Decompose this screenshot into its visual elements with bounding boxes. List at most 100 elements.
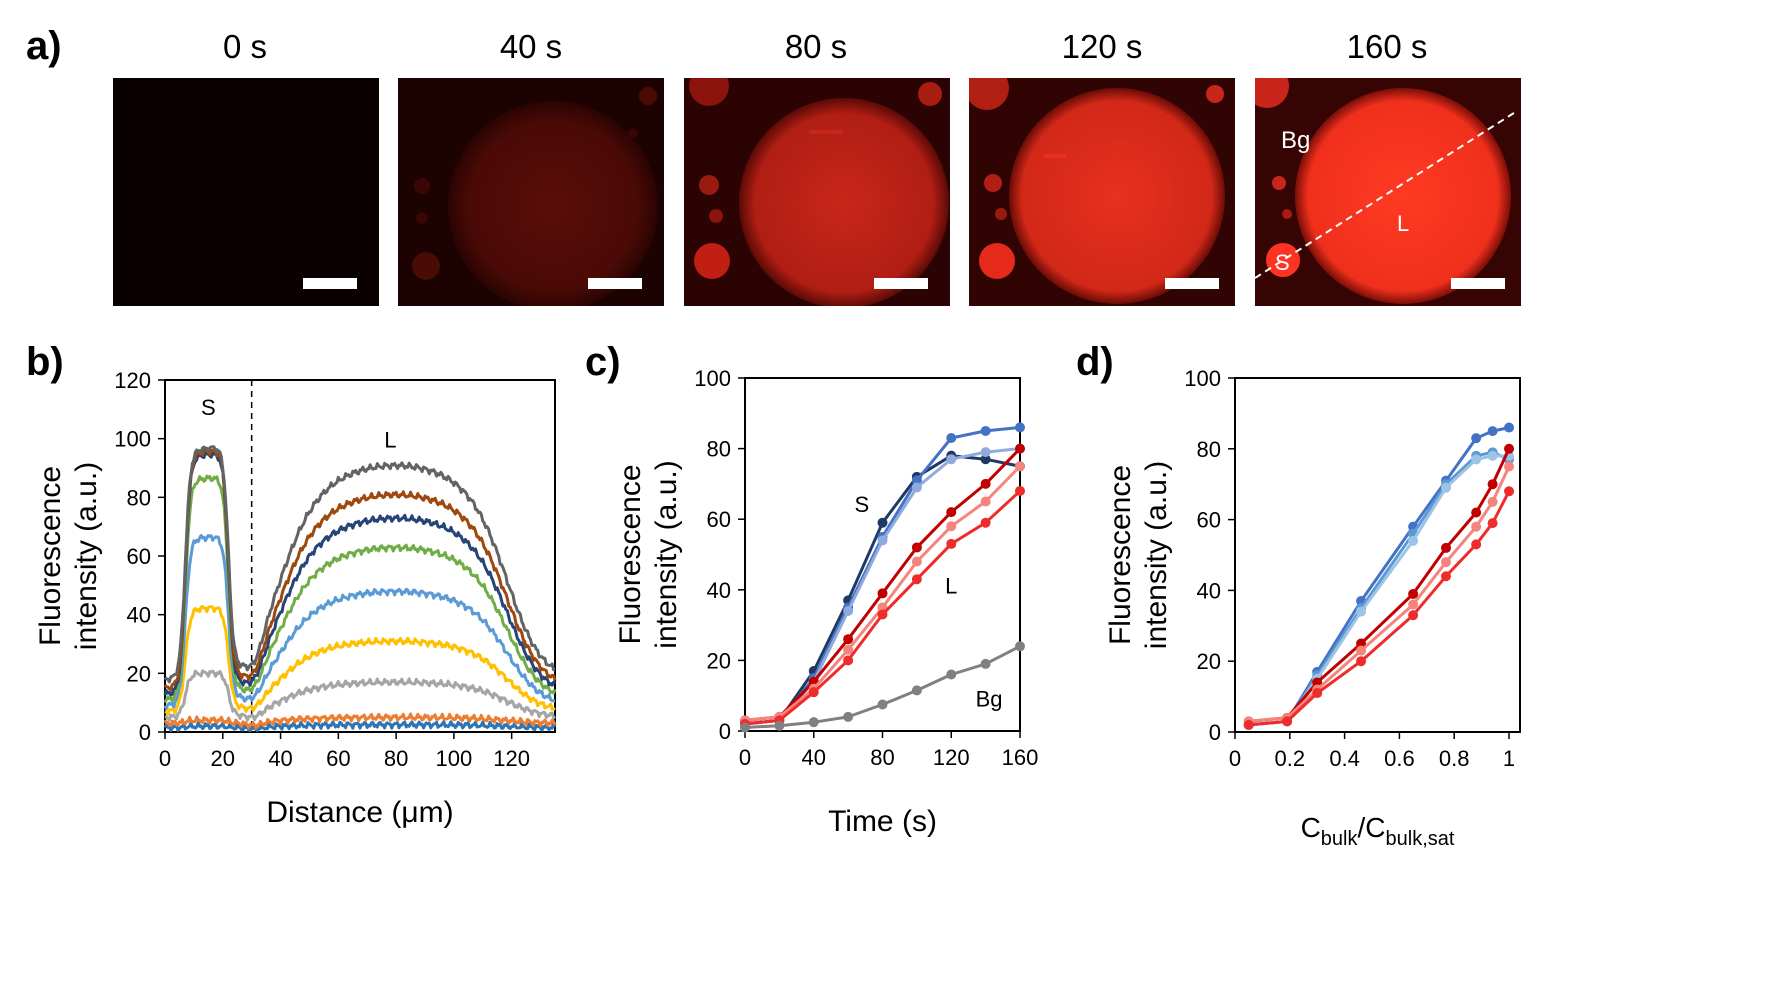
scale-bar (1451, 278, 1505, 289)
data-point (1504, 422, 1515, 433)
data-point (877, 609, 888, 620)
data-point (1441, 482, 1452, 493)
y-tick-label: 20 (707, 648, 731, 673)
x-tick-label: 160 (1002, 745, 1039, 770)
micrograph-160s: Bg S L (1255, 78, 1521, 306)
concentration-series (1248, 426, 1510, 727)
frame-time-label: 0 s (222, 28, 268, 65)
y-tick-label: 80 (707, 437, 731, 462)
data-point (877, 517, 888, 528)
concentration-series (1248, 454, 1509, 727)
data-point (1015, 461, 1025, 472)
micrograph-0s-image (113, 78, 379, 306)
y-axis-label: intensity (a.u.) (1140, 461, 1173, 649)
y-axis-label: Fluorescence (1104, 465, 1137, 645)
data-point (740, 722, 750, 733)
data-point (843, 711, 854, 722)
data-point (980, 496, 991, 507)
region-label: S (201, 395, 216, 420)
data-point (1282, 716, 1293, 727)
data-point (980, 454, 991, 465)
y-tick-label: 40 (707, 578, 731, 603)
y-tick-label: 80 (1197, 437, 1221, 462)
time-series (744, 425, 1021, 726)
micrograph-160s-image: Bg S L (1255, 78, 1521, 306)
x-tick-label: 40 (268, 746, 292, 771)
data-point (808, 717, 819, 728)
panel-b-letter: b) (26, 340, 64, 384)
data-point (1312, 688, 1323, 699)
y-tick-label: 100 (1184, 366, 1221, 391)
micrograph-80s-image (684, 78, 950, 306)
x-axis-label: Cbulk/Cbulk,sat (1301, 812, 1455, 850)
time-chart: 0 20 40 60 80 100 0 40 80 120 160 Fluorescence inten… (614, 366, 1039, 838)
x-tick-label: 0.6 (1384, 746, 1415, 771)
y-tick-label: 60 (127, 544, 151, 569)
y-tick-label: 40 (1197, 578, 1221, 603)
data-point (843, 644, 854, 655)
panel-a-letter: a) (26, 24, 62, 68)
micrograph-0s (113, 78, 379, 306)
micrograph-80s (684, 78, 950, 306)
data-point (1441, 571, 1452, 582)
data-point (1504, 461, 1515, 472)
y-tick-label: 20 (127, 661, 151, 686)
frame-time-label: 120 s (1061, 28, 1143, 65)
profile-series (164, 605, 556, 716)
y-tick-label: 120 (114, 368, 151, 393)
data-point (1015, 485, 1025, 496)
data-point (774, 720, 785, 731)
data-point (911, 574, 922, 585)
y-tick-label: 60 (707, 507, 731, 532)
scale-bar (588, 278, 642, 289)
x-tick-label: 0 (159, 746, 171, 771)
data-point (1408, 610, 1419, 621)
data-point (980, 517, 991, 528)
x-axis-label: Time (s) (828, 805, 937, 838)
x-tick-label: 20 (211, 746, 235, 771)
data-point (1504, 486, 1515, 497)
y-tick-label: 0 (1209, 720, 1221, 745)
frame-time-label: 80 s (784, 28, 848, 65)
data-point (808, 687, 819, 698)
x-tick-label: 0.2 (1275, 746, 1306, 771)
plot-frame (1234, 377, 1521, 733)
region-label: L (384, 427, 396, 452)
concentration-series (1248, 490, 1511, 727)
y-tick-label: 0 (139, 720, 151, 745)
series-label: S (855, 492, 870, 517)
panel-c-letter: c) (585, 340, 621, 384)
profile-series (163, 712, 557, 730)
data-point (843, 655, 854, 666)
data-point (1356, 638, 1367, 649)
x-axis-label-part: C (1301, 812, 1321, 843)
micrograph-40s-image (398, 78, 664, 306)
data-point (911, 556, 922, 567)
data-point (1015, 443, 1025, 454)
y-tick-label: 0 (719, 719, 731, 744)
data-point (980, 478, 991, 489)
time-series (744, 447, 1022, 722)
data-point (946, 669, 957, 680)
y-axis-label: intensity (a.u.) (70, 462, 103, 650)
data-point (1487, 426, 1498, 437)
y-tick-label: 40 (127, 603, 151, 628)
large-droplet-label: L (1397, 211, 1409, 236)
data-point (1312, 677, 1323, 688)
data-point (1356, 656, 1367, 667)
data-point (1487, 496, 1498, 507)
data-point (1471, 454, 1482, 465)
x-axis-label: Distance (μm) (266, 796, 453, 829)
y-axis-label: Fluorescence (34, 466, 67, 646)
x-tick-label: 0.4 (1329, 746, 1360, 771)
x-tick-label: 0 (739, 745, 751, 770)
x-axis-label-part: /C (1358, 812, 1386, 843)
data-point (1471, 507, 1482, 518)
profile-chart: 0 20 40 60 80 100 120 0 20 40 60 80 100 120 Fluorescen… (34, 368, 557, 829)
profile-series (164, 669, 557, 722)
data-point (946, 538, 957, 549)
bg-label: Bg (1281, 127, 1310, 154)
data-point (1487, 518, 1498, 529)
small-droplet-label: S (1275, 250, 1290, 275)
data-point (980, 425, 991, 436)
